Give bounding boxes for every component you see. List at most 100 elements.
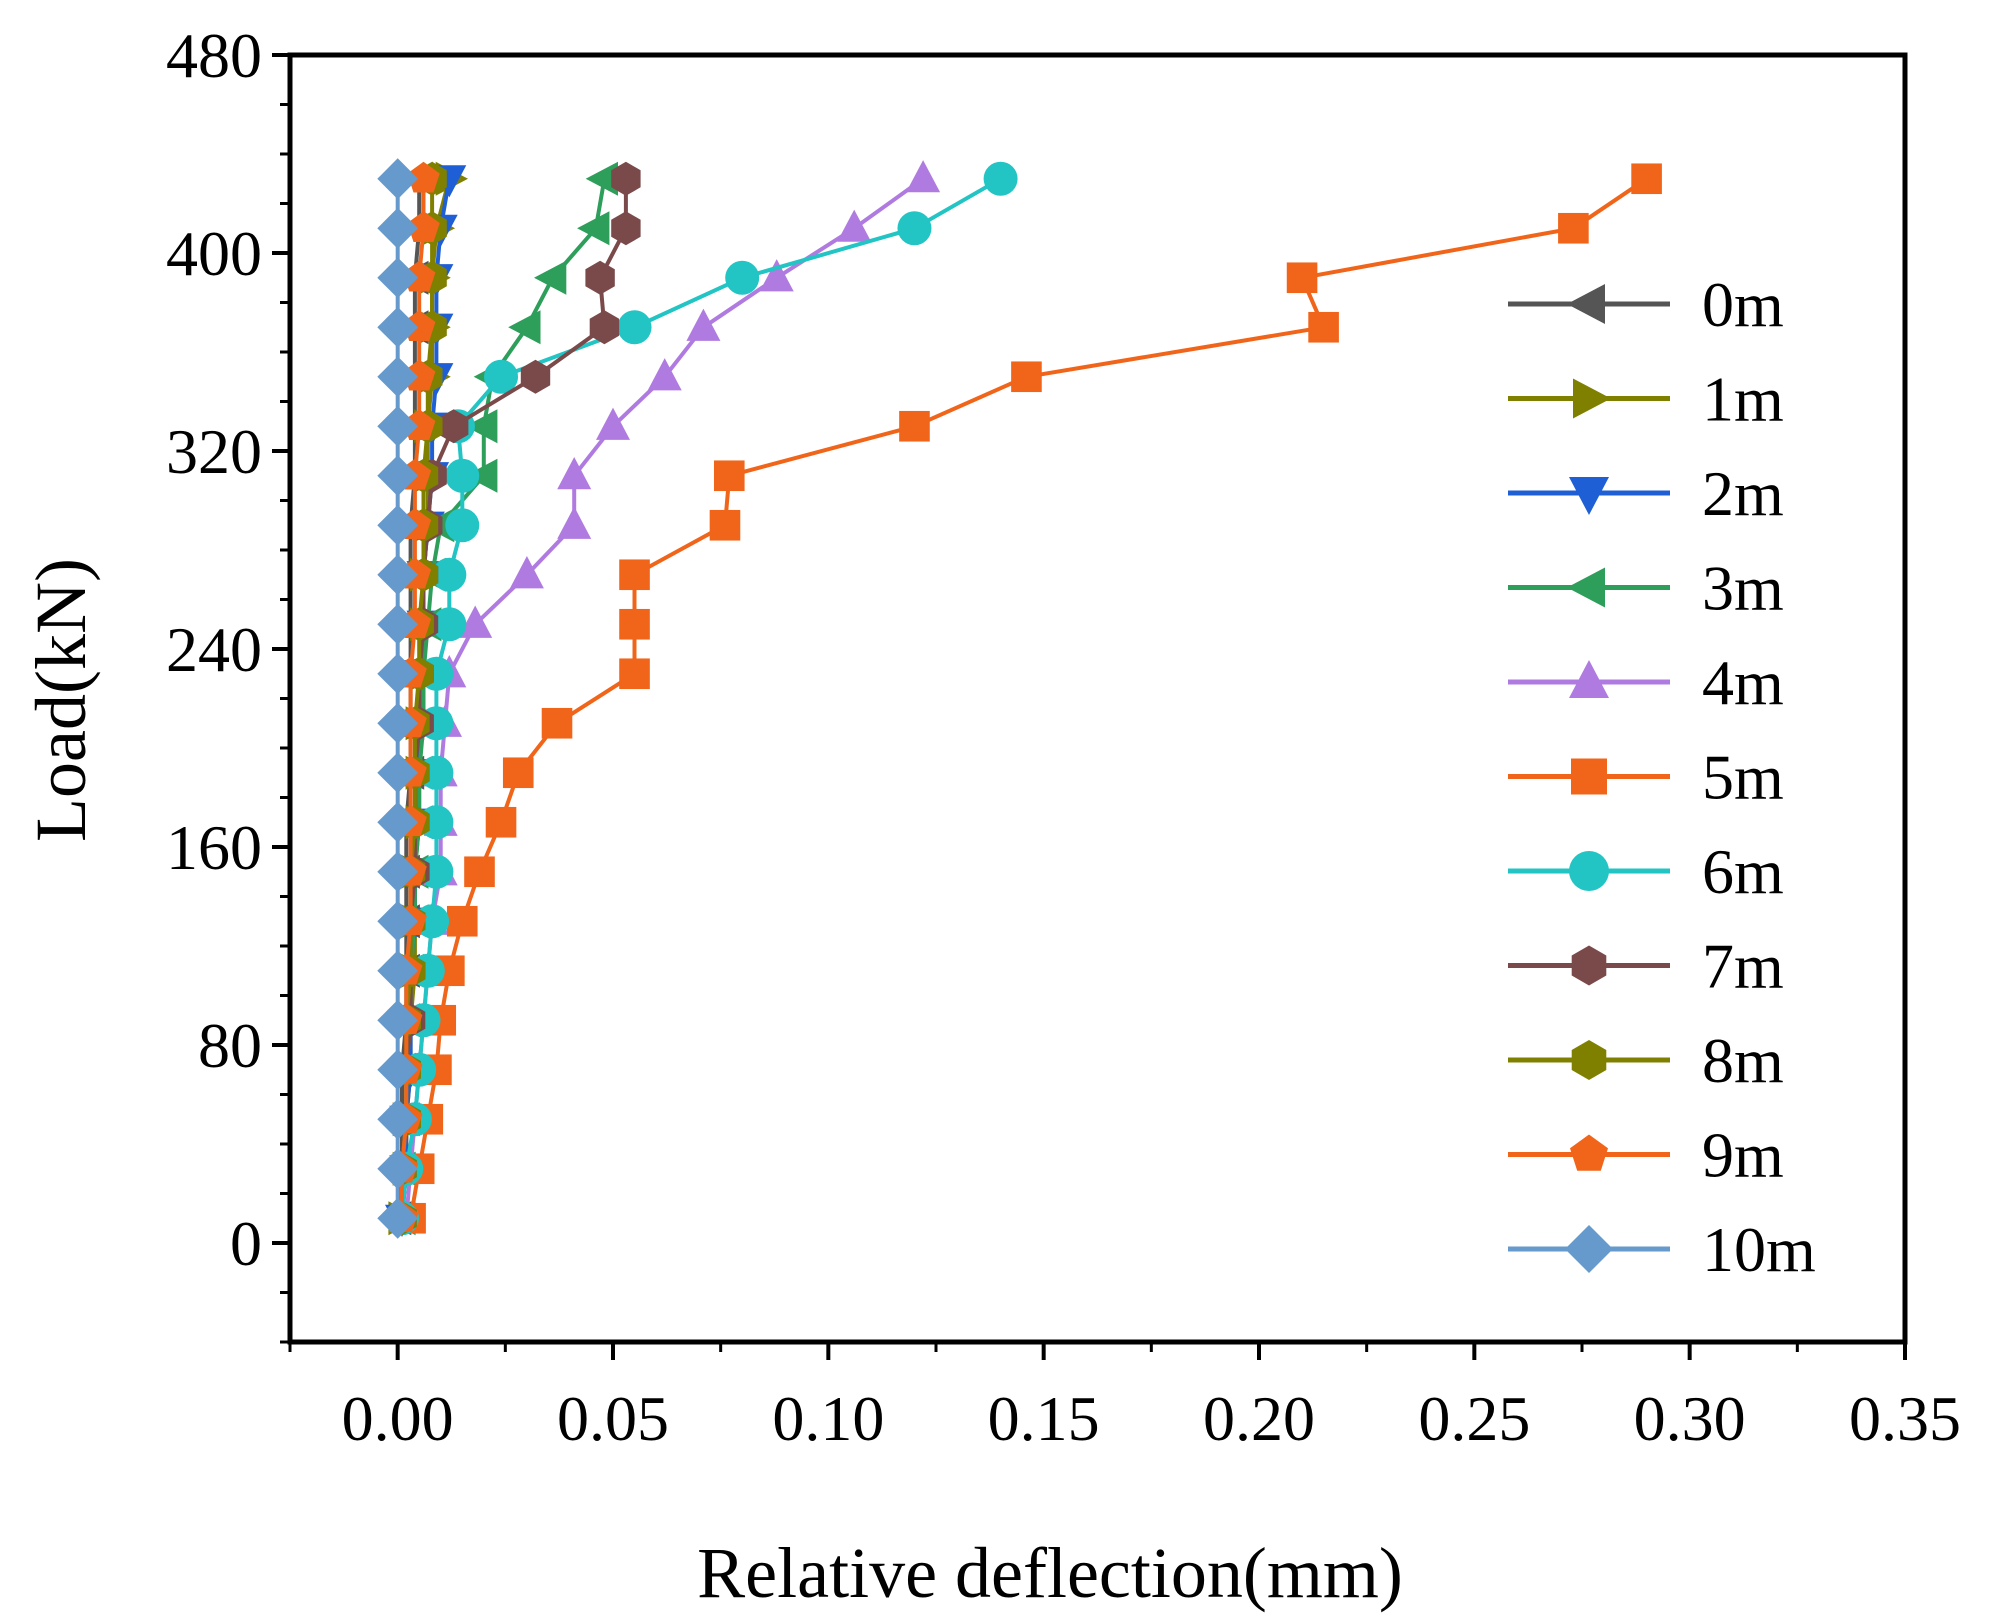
y-tick-label: 240 [166, 614, 262, 685]
data-point [585, 161, 618, 196]
data-point [377, 900, 419, 942]
data-point [647, 358, 682, 391]
data-point [377, 1049, 419, 1091]
data-point [557, 457, 592, 490]
data-point [377, 554, 419, 596]
data-point [377, 1197, 419, 1239]
data-point [1011, 361, 1042, 393]
data-point [611, 211, 641, 246]
legend-label: 0m [1702, 269, 1784, 340]
data-point [377, 455, 419, 497]
x-tick-label: 0.20 [1203, 1383, 1315, 1454]
data-point [465, 458, 498, 493]
x-tick-label: 0.30 [1634, 1383, 1746, 1454]
data-point [709, 509, 741, 541]
series-line [400, 178, 426, 1219]
data-point [377, 1148, 419, 1190]
series-line [404, 177, 925, 1219]
data-point [407, 161, 440, 193]
legend-marker [1570, 1134, 1608, 1171]
series-line [400, 178, 628, 1219]
x-tick-label: 0.10 [772, 1383, 884, 1454]
data-point [465, 409, 498, 444]
plot-area [377, 158, 1662, 1239]
data-point [1631, 163, 1662, 195]
legend-marker [1571, 945, 1607, 986]
data-point [485, 806, 517, 838]
data-point [432, 557, 467, 592]
data-point [1558, 212, 1589, 244]
data-point [557, 506, 592, 539]
legend-label: 6m [1702, 836, 1784, 907]
y-axis-title: Load(kN) [21, 558, 101, 842]
legend-item: 8m [1508, 1025, 1784, 1096]
series-line [408, 177, 1648, 1219]
data-point [611, 161, 641, 196]
legend-label: 8m [1702, 1025, 1784, 1096]
data-point [906, 160, 941, 193]
legend-marker [1569, 477, 1609, 515]
data-point [377, 1098, 419, 1140]
data-point [520, 359, 551, 394]
data-point [377, 653, 419, 695]
series-10m [377, 158, 419, 1239]
data-point [617, 310, 652, 345]
data-point [377, 207, 419, 249]
series-4m [389, 160, 941, 1232]
y-tick-label: 0 [230, 1208, 262, 1279]
x-tick-label: 0.35 [1849, 1383, 1961, 1454]
legend-item: 0m [1508, 269, 1784, 340]
x-tick-label: 0.05 [557, 1383, 669, 1454]
data-point [1308, 311, 1339, 343]
data-point [577, 211, 610, 246]
data-point [377, 405, 419, 447]
x-tick-label: 0.25 [1418, 1383, 1530, 1454]
axes: 0.00 0.05 0.10 0.15 0.20 0.25 0.30 0.35 0 80 160 24… [166, 20, 1961, 1454]
data-point [445, 508, 480, 543]
legend-item: 7m [1508, 931, 1784, 1002]
legend-label: 3m [1702, 553, 1784, 624]
data-point [619, 658, 650, 690]
data-point [377, 356, 419, 398]
series-5m [395, 163, 1662, 1234]
data-point [377, 603, 419, 645]
data-point [619, 608, 650, 640]
y-tick-label: 80 [198, 1010, 262, 1081]
data-point [837, 209, 872, 242]
legend-marker [1573, 378, 1611, 419]
data-point [725, 260, 760, 295]
data-point [899, 410, 930, 442]
data-point [1286, 262, 1318, 294]
legend-item: 10m [1508, 1214, 1816, 1285]
data-point [508, 310, 541, 345]
y-tick-label: 160 [166, 812, 262, 883]
data-point [438, 409, 469, 444]
legend-item: 9m [1508, 1120, 1784, 1191]
data-point [446, 905, 478, 937]
legend-label: 9m [1702, 1120, 1784, 1191]
y-tick-label: 400 [166, 218, 262, 289]
data-point [619, 559, 650, 591]
legend-marker [1567, 567, 1605, 608]
legend-label: 4m [1702, 647, 1784, 718]
legend-marker [1571, 1040, 1607, 1080]
data-point [484, 359, 519, 394]
data-point [432, 607, 467, 642]
data-point [983, 161, 1018, 196]
legend-marker [1565, 1225, 1613, 1273]
data-point [713, 460, 745, 492]
legend-marker [1571, 758, 1607, 795]
data-point [541, 707, 573, 739]
legend-item: 3m [1508, 553, 1784, 624]
legend-item: 2m [1508, 458, 1784, 529]
x-tick-label: 0.00 [342, 1383, 454, 1454]
legend-label: 10m [1702, 1214, 1816, 1285]
legend-item: 5m [1508, 742, 1784, 813]
data-point [502, 757, 534, 789]
data-point [509, 556, 544, 589]
data-point [377, 752, 419, 794]
data-point [589, 310, 620, 345]
data-point [759, 259, 794, 292]
data-point [377, 851, 419, 893]
